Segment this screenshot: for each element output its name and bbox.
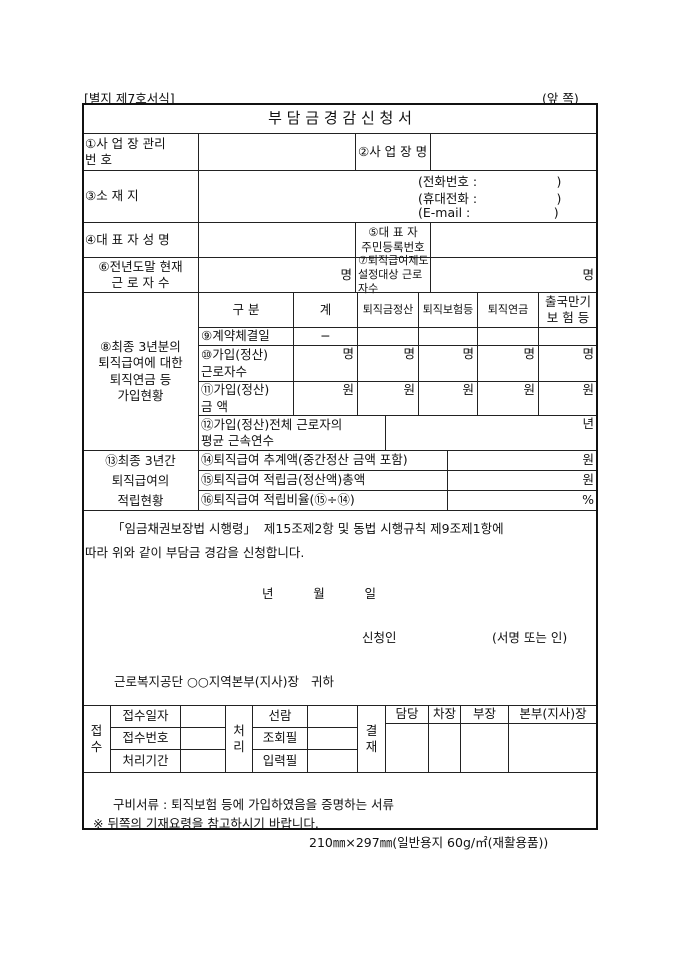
reserve-amount-field[interactable]: 원	[447, 470, 598, 491]
applicant-label: 신청인	[362, 630, 397, 645]
note: ※ 뒤쪽의 기재요령을 참고하시기 바랍니다.	[93, 816, 319, 831]
approver-header: 담당	[385, 705, 429, 724]
form-number: [별지 제7호서식]	[84, 91, 175, 106]
signature-cell[interactable]	[508, 723, 598, 773]
receipt-label: 접 수	[82, 705, 111, 773]
col-header: 퇴직연금	[477, 292, 539, 328]
approver-header: 차장	[428, 705, 461, 724]
estimated-amount-field[interactable]: 원	[447, 450, 598, 471]
required-documents: 구비서류 : 퇴직보험 등에 가입하였음을 증명하는 서류	[113, 797, 395, 812]
signature-cell[interactable]	[460, 723, 509, 773]
business-name-field[interactable]	[430, 133, 598, 171]
input-cell[interactable]: 명	[357, 345, 419, 382]
row-label: ⑪가입(정산) 금 액	[198, 381, 294, 416]
section13-label: ⑬최종 3년간 퇴직급여의 적립현황	[82, 450, 199, 511]
input-cell[interactable]: 원	[477, 381, 539, 416]
input-cell[interactable]: 원	[293, 381, 358, 416]
process-item: 선람	[252, 705, 308, 728]
input-cell[interactable]	[307, 705, 358, 728]
label-business-no: ①사 업 장 관리 번 호	[82, 133, 199, 171]
label-address: ③소 재 지	[82, 170, 199, 223]
row-label: ⑨계약체결일	[198, 327, 294, 346]
page-side: (앞 쪽)	[542, 91, 579, 106]
input-cell[interactable]	[307, 727, 358, 750]
statement-line2: 따라 위와 같이 부담금 경감을 신청합니다.	[85, 545, 305, 560]
row-label: ⑩가입(정산) 근로자수	[198, 345, 294, 382]
input-cell[interactable]: 명	[538, 345, 598, 382]
label-rep-name: ④대 표 자 성 명	[82, 222, 199, 258]
input-cell[interactable]: 원	[418, 381, 478, 416]
paper-spec: 210㎜×297㎜(일반용지 60g/㎡(재활용품))	[309, 835, 549, 850]
process-item: 조회필	[252, 727, 308, 750]
workers-field[interactable]: 명	[198, 257, 356, 293]
input-cell[interactable]: 원	[357, 381, 419, 416]
statement-line1: 「임금채권보장법 시행령」 제15조제2항 및 동법 시행규칙 제9조제1항에	[112, 521, 504, 536]
avg-tenure-field[interactable]: 년	[385, 415, 598, 451]
plan-workers-field[interactable]: 명	[430, 257, 598, 293]
receipt-item: 접수번호	[110, 727, 181, 750]
input-cell[interactable]	[418, 327, 478, 346]
email-field[interactable]: (E-mail : )	[418, 205, 559, 220]
signature-cell[interactable]	[385, 723, 429, 773]
row-label: ⑮퇴직급여 적립금(정산액)총액	[198, 470, 448, 491]
rep-id-field[interactable]	[430, 222, 598, 258]
input-cell[interactable]: 명	[418, 345, 478, 382]
form-title: 부 담 금 경 감 신 청 서	[82, 103, 598, 134]
col-header: 계	[293, 292, 358, 328]
mobile-field[interactable]: (휴대전화 : )	[418, 191, 562, 206]
phone-field[interactable]: (전화번호 : )	[418, 174, 562, 189]
approval-label: 결 재	[357, 705, 386, 773]
label-plan-workers: ⑦퇴직급여제도 설정대상 근로자수	[355, 254, 431, 295]
input-cell[interactable]	[180, 749, 226, 773]
receipt-item: 처리기간	[110, 749, 181, 773]
label-workers: ⑥전년도말 현재 근 로 자 수	[82, 257, 199, 293]
addressee: 근로복지공단 ○○지역본부(지사)장 귀하	[114, 674, 334, 689]
business-no-field[interactable]	[198, 133, 356, 171]
col-header: 출국만기 보 험 등	[538, 292, 598, 328]
contract-date-total: −	[293, 327, 358, 346]
label-business-name: ②사 업 장 명	[355, 133, 431, 171]
row-label: ⑯퇴직급여 적립비율(⑮÷⑭)	[198, 490, 448, 511]
reserve-ratio-field[interactable]: %	[447, 490, 598, 511]
input-cell[interactable]: 명	[293, 345, 358, 382]
col-header: 퇴직보험등	[418, 292, 478, 328]
rep-name-field[interactable]	[198, 222, 356, 258]
col-header: 퇴직금정산	[357, 292, 419, 328]
input-cell[interactable]	[180, 705, 226, 728]
section8-label: ⑧최종 3년분의 퇴직급여에 대한 퇴직연금 등 가입현황	[82, 292, 199, 451]
input-cell[interactable]	[477, 327, 539, 346]
receipt-item: 접수일자	[110, 705, 181, 728]
input-cell[interactable]: 원	[538, 381, 598, 416]
input-cell[interactable]	[307, 749, 358, 773]
date-field[interactable]: 년 월 일	[262, 586, 376, 601]
input-cell[interactable]	[180, 727, 226, 750]
approver-header: 부장	[460, 705, 509, 724]
approver-header: 본부(지사)장	[508, 705, 598, 724]
signature-field[interactable]: (서명 또는 인)	[492, 630, 568, 645]
process-item: 입력필	[252, 749, 308, 773]
row-label: ⑫가입(정산)전체 근로자의 평균 근속연수	[198, 415, 386, 451]
row-label: ⑭퇴직급여 추계액(중간정산 금액 포함)	[198, 450, 448, 471]
signature-cell[interactable]	[428, 723, 461, 773]
input-cell[interactable]: 명	[477, 345, 539, 382]
input-cell[interactable]	[357, 327, 419, 346]
col-header: 구 분	[198, 292, 294, 328]
process-label: 처 리	[225, 705, 253, 773]
input-cell[interactable]	[538, 327, 598, 346]
